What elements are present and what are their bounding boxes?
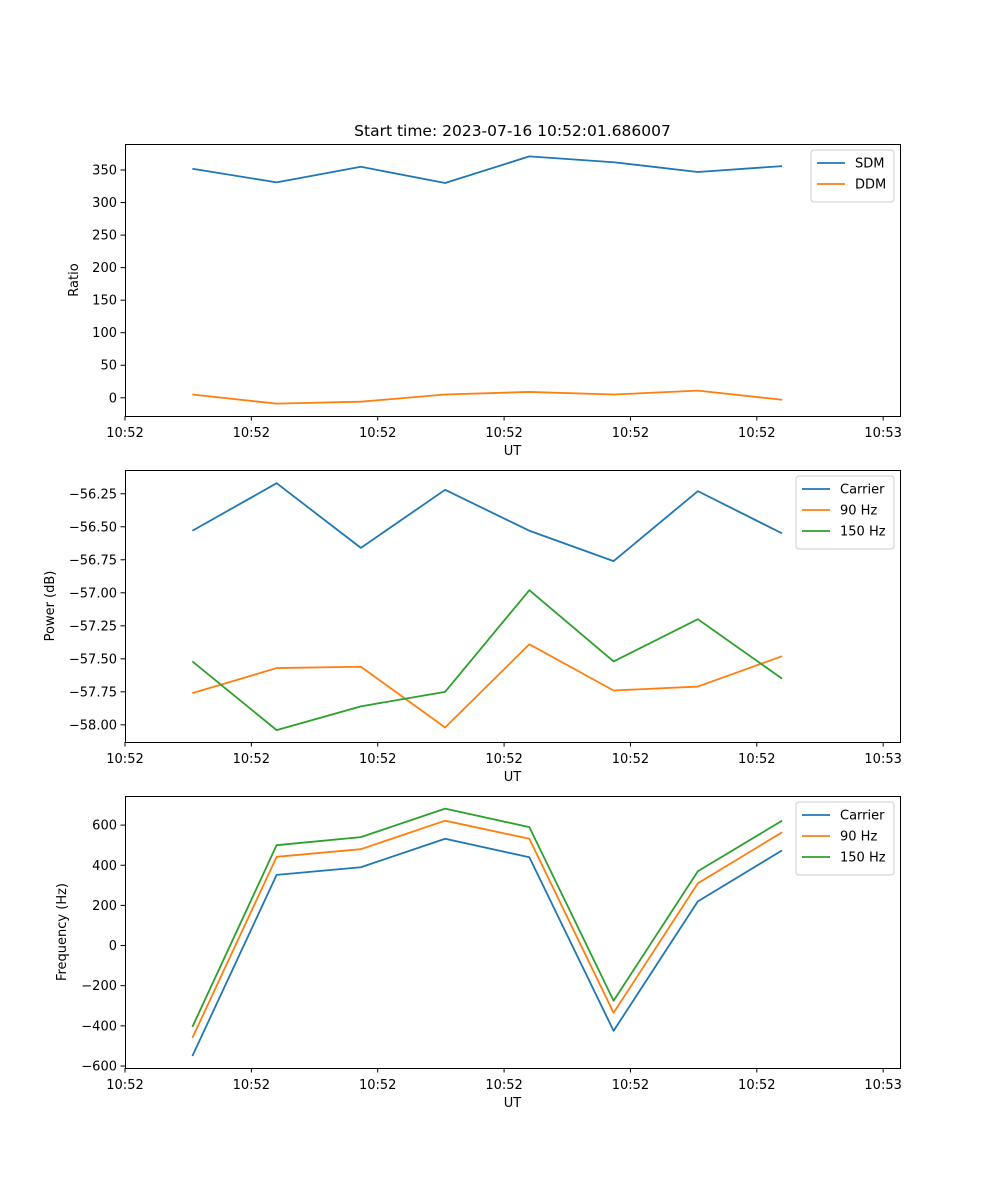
series-line-power-90-hz xyxy=(192,643,783,729)
legend-entry: DDM xyxy=(855,178,886,193)
y-tick-label: 0 xyxy=(109,939,117,954)
x-tick-label: 10:52 xyxy=(612,752,649,767)
plot-frame xyxy=(125,796,901,1069)
legend-entry: 90 Hz xyxy=(840,504,877,519)
y-tick-label: 100 xyxy=(92,326,117,341)
y-axis-label: Frequency (Hz) xyxy=(55,883,70,981)
x-axis-label: UT xyxy=(504,1096,522,1111)
legend-entry: Carrier xyxy=(840,809,885,824)
y-tick-label: −57.75 xyxy=(69,685,117,700)
series-line-frequency-carrier xyxy=(191,837,783,1057)
y-axis-label: Power (dB) xyxy=(43,571,58,642)
plot-frame xyxy=(125,144,901,417)
y-axis-label: Ratio xyxy=(67,263,82,296)
legend-entry: SDM xyxy=(855,157,884,172)
legend-entry: Carrier xyxy=(840,483,885,498)
x-tick-label: 10:52 xyxy=(359,1078,396,1093)
y-tick-label: −600 xyxy=(81,1059,117,1074)
x-tick-label: 10:52 xyxy=(485,752,522,767)
legend-entry: 150 Hz xyxy=(840,851,886,866)
x-tick-label: 10:52 xyxy=(359,752,396,767)
chart-title: Start time: 2023-07-16 10:52:01.686007 xyxy=(354,122,671,140)
x-tick-label: 10:52 xyxy=(106,752,143,767)
series-line-power-carrier xyxy=(191,482,783,563)
y-tick-label: 200 xyxy=(92,261,117,276)
x-tick-label: 10:53 xyxy=(864,752,901,767)
y-tick-label: −56.75 xyxy=(69,553,117,568)
x-tick-label: 10:53 xyxy=(864,1078,901,1093)
x-tick-label: 10:52 xyxy=(738,426,775,441)
series-line-frequency-90-hz xyxy=(191,819,783,1039)
x-tick-label: 10:52 xyxy=(738,1078,775,1093)
y-tick-label: 350 xyxy=(92,164,117,179)
x-tick-label: 10:53 xyxy=(864,426,901,441)
y-tick-label: −56.25 xyxy=(69,487,117,502)
legend: Carrier 90 Hz 150 Hz xyxy=(795,801,895,876)
x-tick-label: 10:52 xyxy=(738,752,775,767)
y-tick-label: 600 xyxy=(92,819,117,834)
x-tick-label: 10:52 xyxy=(106,426,143,441)
y-tick-label: −57.00 xyxy=(69,586,117,601)
series-line-ratio-sdm xyxy=(192,155,783,184)
legend-entry: 90 Hz xyxy=(840,830,877,845)
x-tick-label: 10:52 xyxy=(485,1078,522,1093)
y-tick-label: −200 xyxy=(81,979,117,994)
legend-entry: 150 Hz xyxy=(840,525,886,540)
x-tick-label: 10:52 xyxy=(612,1078,649,1093)
legend: Carrier 90 Hz 150 Hz xyxy=(795,475,895,550)
series-line-ratio-ddm xyxy=(192,389,783,405)
y-tick-label: −58.00 xyxy=(69,718,117,733)
series-line-power-150-hz xyxy=(191,589,783,732)
x-tick-label: 10:52 xyxy=(233,752,270,767)
y-tick-label: −57.50 xyxy=(69,652,117,667)
x-tick-label: 10:52 xyxy=(233,1078,270,1093)
plot-frame xyxy=(125,470,901,743)
y-tick-label: 150 xyxy=(92,294,117,309)
legend: SDM DDM xyxy=(810,149,895,203)
chart-panel-ratio: 10:52 10:52 10:52 10:52 10:52 10:52 10:53 0 50 10… xyxy=(67,122,902,459)
chart-panel-frequency: 10:52 10:52 10:52 10:52 10:52 10:52 10:53 −600 −… xyxy=(55,796,902,1111)
y-tick-label: 200 xyxy=(92,899,117,914)
y-tick-label: −56.50 xyxy=(69,520,117,535)
y-tick-label: −400 xyxy=(81,1019,117,1034)
x-tick-label: 10:52 xyxy=(359,426,396,441)
x-axis-label: UT xyxy=(504,770,522,785)
y-tick-label: 300 xyxy=(92,196,117,211)
y-tick-label: 250 xyxy=(92,229,117,244)
x-tick-label: 10:52 xyxy=(106,1078,143,1093)
y-tick-label: 50 xyxy=(100,359,117,374)
y-tick-label: 400 xyxy=(92,859,117,874)
y-tick-label: 0 xyxy=(109,391,117,406)
y-tick-label: −57.25 xyxy=(69,619,117,634)
x-axis-label: UT xyxy=(504,444,522,459)
x-tick-label: 10:52 xyxy=(485,426,522,441)
chart-panel-power: 10:52 10:52 10:52 10:52 10:52 10:52 10:53 −58.0… xyxy=(43,470,902,785)
x-tick-label: 10:52 xyxy=(233,426,270,441)
series-line-frequency-150-hz xyxy=(191,807,783,1028)
x-tick-label: 10:52 xyxy=(612,426,649,441)
